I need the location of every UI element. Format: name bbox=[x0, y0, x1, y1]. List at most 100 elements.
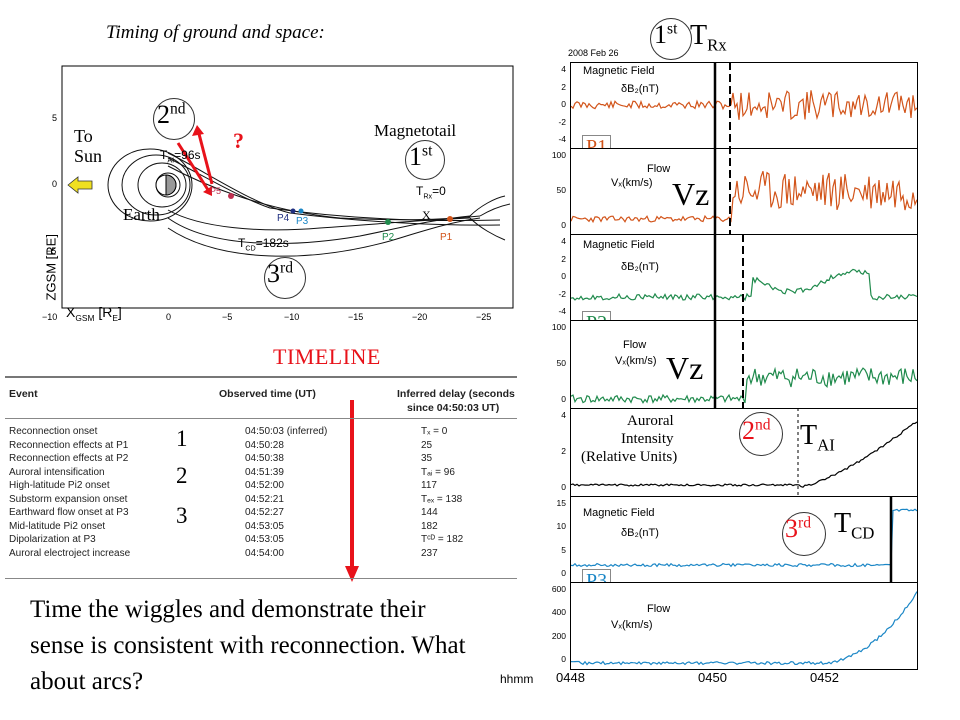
table-header-delay: Inferred delay (seconds bbox=[397, 388, 515, 400]
panel-p1-bz-unit: δB₂(nT) bbox=[621, 83, 659, 95]
timeline-step-3: 3 bbox=[176, 503, 188, 528]
map-y-axis-label: ZGSM [RE] bbox=[43, 234, 59, 301]
table-cell-delay: 25 bbox=[421, 439, 433, 451]
annotation-third-plot: 3rd bbox=[785, 514, 811, 543]
table-cell-time: 04:50:28 bbox=[245, 439, 284, 451]
table-row: Reconnection effects at P1 04:50:28 25 bbox=[5, 440, 517, 453]
annotation-first-plot-circle bbox=[650, 18, 692, 60]
map-t-ai-label: TAI=96s bbox=[160, 148, 201, 165]
panel-p1-bz: Magnetic Field δB₂(nT) bbox=[570, 62, 918, 150]
panel-p1-vx-trace bbox=[571, 170, 917, 224]
panel-ytick: 0 bbox=[561, 220, 566, 230]
panel-p3-vx-trace bbox=[571, 591, 917, 666]
map-xtick: −15 bbox=[348, 312, 363, 322]
table-row: High-latitude Pi2 onset 04:52:00 117 bbox=[5, 480, 517, 493]
panel-ytick: 15 bbox=[556, 498, 566, 508]
table-divider bbox=[5, 578, 517, 579]
table-cell-event: Dipolarization at P3 bbox=[9, 534, 96, 545]
panel-ytick: -2 bbox=[558, 116, 566, 127]
table-cell-delay: 35 bbox=[421, 453, 433, 464]
panel-ytick: 0 bbox=[561, 394, 566, 404]
plot-xtick-0452: 0452 bbox=[810, 670, 839, 685]
panel-ytick: 0 bbox=[561, 654, 566, 664]
panel-ytick: 0 bbox=[561, 482, 566, 492]
table-cell-time: 04:51:39 bbox=[245, 466, 284, 478]
table-cell-event: Substorm expansion onset bbox=[9, 493, 128, 505]
magnetosphere-map: 5 0 −5 −10 0 −5 −10 −15 −20 −25 bbox=[40, 58, 520, 338]
table-header-delay-since: since 04:50:03 UT) bbox=[407, 402, 500, 414]
panel-p2-bz-unit: δB₂(nT) bbox=[621, 261, 659, 273]
table-cell-event: Reconnection effects at P1 bbox=[9, 439, 129, 451]
table-cell-time: 04:54:00 bbox=[245, 547, 284, 559]
annotation-third-plot-circle bbox=[782, 512, 826, 556]
panel-p3-flow-unit: Vₓ(km/s) bbox=[611, 619, 653, 631]
panel-p1-vx: Flow Vₓ(km/s) bbox=[570, 148, 918, 236]
annotation-t-cd: TCD bbox=[834, 508, 875, 543]
map-probe-p5-label: P5 bbox=[210, 186, 222, 196]
map-ytick: 5 bbox=[52, 113, 57, 123]
panel-auroral-line3: (Relative Units) bbox=[581, 449, 678, 465]
table-cell-delay: Tₑₓ = 138 bbox=[421, 493, 463, 505]
panel-ytick: 0 bbox=[561, 99, 566, 109]
table-cell-delay: 182 bbox=[421, 520, 438, 532]
table-cell-time: 04:53:05 bbox=[245, 534, 284, 545]
plot-xtick-hhmm: hhmm bbox=[500, 672, 534, 686]
map-x-label: X bbox=[422, 208, 431, 222]
panel-ytick: 5 bbox=[561, 544, 566, 555]
table-row: Dipolarization at P3 04:53:05 Tᶜᴰ = 182 bbox=[5, 534, 517, 547]
table-cell-time: 04:52:00 bbox=[245, 480, 284, 491]
panel-p1-flow-title: Flow bbox=[647, 163, 671, 175]
panel-ytick: 600 bbox=[551, 584, 566, 594]
timing-lines bbox=[713, 62, 893, 582]
footer-question: Time the wiggles and demonstrate their s… bbox=[30, 596, 466, 695]
map-probe-p4-label: P4 bbox=[277, 213, 290, 224]
annotation-third-map: 3rd bbox=[267, 259, 293, 288]
map-to-sun-label: To Sun bbox=[74, 126, 103, 166]
annotation-second-plot: 2nd bbox=[742, 416, 771, 445]
table-row: Reconnection effects at P2 04:50:38 35 bbox=[5, 453, 517, 466]
table-row: Reconnection onset 04:50:03 (inferred) Tₓ … bbox=[5, 426, 517, 439]
panel-ytick: -4 bbox=[558, 306, 566, 316]
panel-p3-flow-title: Flow bbox=[647, 603, 671, 615]
table-cell-event: High-latitude Pi2 onset bbox=[9, 480, 110, 491]
table-cell-time: 04:50:38 bbox=[245, 453, 284, 464]
panel-ytick: -2 bbox=[558, 288, 566, 299]
panel-p2-flow-title: Flow bbox=[623, 339, 647, 351]
table-cell-time: 04:52:27 bbox=[245, 507, 284, 518]
table-cell-event: Auroral intensification bbox=[9, 466, 105, 478]
table-cell-delay: 144 bbox=[421, 507, 438, 518]
map-ytick: −10 bbox=[42, 312, 57, 322]
map-xtick: 0 bbox=[166, 312, 171, 322]
table-row: Earthward flow onset at P3 04:52:27 144 bbox=[5, 507, 517, 520]
map-xtick: −20 bbox=[412, 312, 427, 322]
annotation-t-ai: TAI bbox=[800, 420, 835, 455]
panel-ytick: 2 bbox=[561, 253, 566, 264]
probe-p1-marker bbox=[447, 216, 453, 222]
timeline-arrow-icon bbox=[345, 400, 359, 582]
panel-ytick: 50 bbox=[556, 185, 566, 195]
table-cell-delay: Tᶜᴰ = 182 bbox=[421, 534, 464, 545]
table-row: Auroral electroject increase 04:54:00 237 bbox=[5, 548, 517, 561]
panel-ytick: 4 bbox=[561, 410, 566, 420]
table-cell-delay: Tₓ = 0 bbox=[421, 426, 448, 437]
table-cell-event: Mid-latitude Pi2 onset bbox=[9, 520, 106, 532]
panel-p2-bz-title: Magnetic Field bbox=[583, 239, 655, 251]
panel-auroral-line1: Auroral bbox=[627, 413, 674, 429]
annotation-first-map-circle bbox=[405, 140, 445, 180]
panel-ytick: -4 bbox=[558, 134, 566, 144]
table-row: Mid-latitude Pi2 onset 04:53:05 182 bbox=[5, 521, 517, 534]
annotation-vz-p2: Vz bbox=[666, 350, 704, 386]
table-cell-delay: 237 bbox=[421, 547, 438, 559]
map-xtick: −5 bbox=[222, 312, 232, 322]
table-divider bbox=[5, 418, 517, 419]
probe-p4-marker bbox=[290, 208, 296, 214]
panel-auroral-trace bbox=[571, 421, 917, 488]
annotation-question: ? bbox=[233, 128, 244, 153]
panel-ytick: 100 bbox=[551, 322, 566, 332]
panel-ytick: 200 bbox=[551, 630, 566, 641]
plot-xtick-0448: 0448 bbox=[556, 670, 585, 685]
panel-p1-bz-trace bbox=[571, 90, 917, 121]
table-cell-event: Reconnection onset bbox=[9, 426, 98, 437]
annotation-second-plot-circle bbox=[739, 412, 783, 456]
annotation-second: 2nd bbox=[157, 100, 186, 129]
